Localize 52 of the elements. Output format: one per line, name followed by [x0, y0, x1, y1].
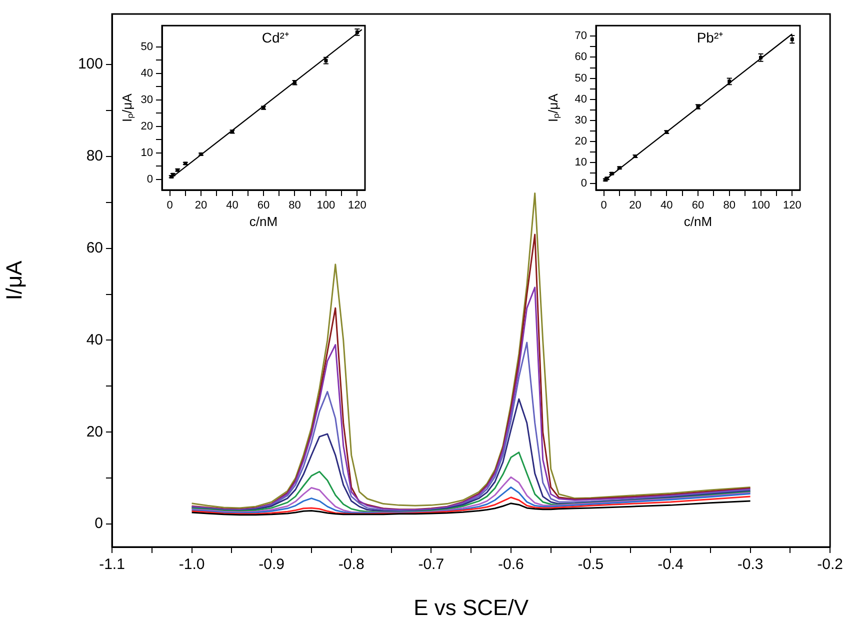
x-tick-label: 120: [348, 200, 366, 212]
y-tick-label: 50: [140, 40, 153, 53]
y-tick-label: 60: [86, 239, 103, 256]
x-tick-label: 120: [782, 200, 802, 212]
y-tick-label: 70: [574, 30, 587, 42]
x-tick-label: 0: [166, 200, 173, 212]
y-tick-label: 0: [146, 173, 153, 186]
y-tick-label: 30: [574, 114, 587, 126]
y-tick-label: 0: [580, 178, 587, 190]
y-tick-label: 10: [574, 156, 587, 169]
x-tick-label: 0: [600, 200, 607, 212]
x-tick-label: 100: [752, 200, 770, 212]
x-tick-label: -0.3: [737, 556, 764, 574]
y-tick-label: 40: [574, 93, 587, 106]
y-tick-label: 20: [140, 120, 153, 132]
y-axis-title: I/μA: [1, 260, 26, 300]
y-axis-title: Iₚ/μA: [545, 93, 562, 122]
x-tick-label: 100: [316, 200, 336, 212]
x-tick-label: -0.9: [258, 556, 284, 574]
x-axis-title: E vs SCE/V: [414, 594, 529, 620]
x-tick-label: 80: [723, 200, 736, 212]
x-tick-label: -0.8: [338, 556, 364, 574]
annotation: Cd²⁺: [262, 29, 290, 46]
y-tick-label: 50: [574, 72, 587, 84]
x-tick-label: -1.1: [99, 556, 125, 574]
y-tick-label: 30: [140, 94, 153, 106]
x-tick-label: -0.7: [418, 556, 444, 574]
x-tick-label: 20: [194, 200, 208, 212]
y-axis-title: Iₚ/μA: [119, 93, 136, 122]
y-tick-label: 40: [140, 67, 153, 80]
x-axis-title: c/nM: [249, 214, 278, 229]
y-tick-label: 80: [86, 148, 103, 165]
y-tick-label: 10: [140, 146, 153, 159]
y-tick-label: 20: [574, 136, 587, 148]
x-axis-title: c/nM: [684, 214, 712, 229]
x-tick-label: 20: [629, 200, 642, 212]
x-tick-label: 40: [660, 200, 673, 212]
y-tick-label: 0: [94, 515, 103, 532]
x-tick-label: 60: [257, 200, 270, 212]
y-tick-label: 100: [78, 56, 103, 73]
x-tick-label: 40: [226, 200, 238, 212]
y-tick-label: 40: [86, 331, 103, 348]
annotation: Pb²⁺: [696, 29, 724, 46]
x-tick-label: -0.4: [658, 556, 684, 574]
x-tick-label: -1.0: [178, 556, 205, 574]
x-tick-label: -0.2: [817, 556, 844, 574]
x-tick-label: 60: [692, 200, 704, 212]
x-tick-label: -0.6: [498, 556, 524, 574]
y-tick-label: 20: [86, 423, 103, 440]
y-tick-label: 60: [574, 51, 587, 64]
x-tick-label: 80: [288, 200, 301, 212]
x-tick-label: -0.5: [578, 556, 604, 574]
